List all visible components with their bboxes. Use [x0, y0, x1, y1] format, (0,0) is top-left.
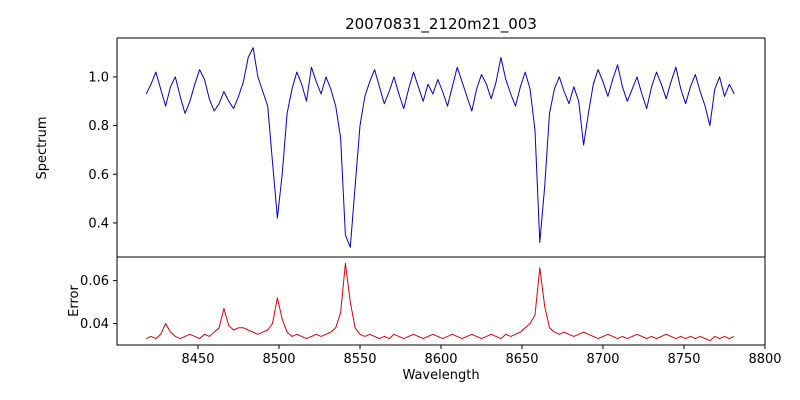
error-y-axis-label: Error: [67, 285, 82, 317]
plot-area: 0.4 0.6 0.8 1.0 0.04 0.06 8450 8500 8550 8600 8650…: [80, 37, 782, 367]
spectrum-y-tick-label: 0.8: [88, 119, 109, 134]
spectrum-y-tick-label: 0.4: [88, 216, 109, 231]
x-tick-label: 8750: [667, 352, 700, 367]
error-y-tick-label: 0.04: [80, 317, 109, 332]
x-axis-label: Wavelength: [402, 368, 479, 383]
x-tick-label: 8550: [343, 352, 376, 367]
spectrum-y-tick-label: 0.6: [88, 168, 109, 183]
error-y-tick-label: 0.06: [80, 274, 109, 289]
chart-title: 20070831_2120m21_003: [345, 15, 537, 34]
spectrum-axes-frame: [116, 37, 766, 258]
x-tick-label: 8500: [262, 352, 295, 367]
spectrum-y-axis-label: Spectrum: [35, 117, 50, 180]
x-tick-label: 8700: [586, 352, 619, 367]
x-tick-label: 8650: [505, 352, 538, 367]
x-tick-label: 8800: [748, 352, 781, 367]
x-tick-label: 8600: [424, 352, 457, 367]
x-tick-label: 8450: [181, 352, 214, 367]
error-line: [145, 262, 735, 342]
spectrum-line: [145, 47, 735, 248]
spectrum-y-tick-label: 1.0: [88, 70, 109, 85]
